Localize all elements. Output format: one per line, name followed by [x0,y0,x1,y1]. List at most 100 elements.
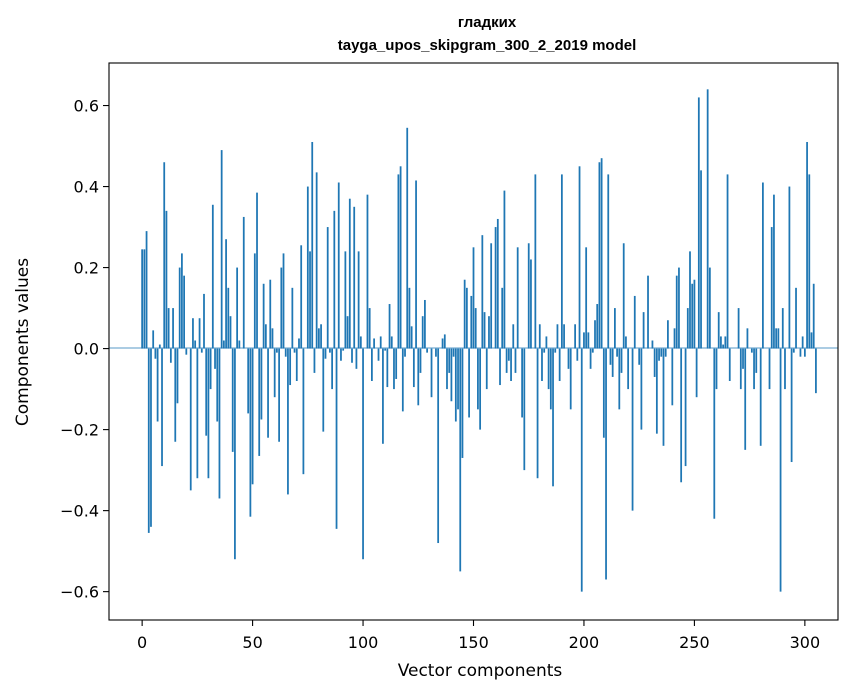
bar [616,348,618,357]
bar [693,279,696,349]
bar [510,348,512,381]
bar [183,275,185,349]
bar [450,348,453,402]
bar [812,283,815,349]
bar [406,127,409,349]
bar [700,170,702,349]
x-tick-label: 250 [679,633,710,652]
bar [249,348,252,517]
bar [143,249,146,349]
bar [267,348,269,438]
bar [293,348,296,353]
bar [720,336,722,349]
bar [534,174,537,349]
bar [192,318,194,349]
bar [777,328,780,349]
bar [176,348,179,404]
bar [485,348,488,390]
bar [236,267,239,349]
bar [762,182,764,349]
bar [421,316,424,349]
bar [620,348,623,373]
bar [545,336,548,349]
bar [331,348,333,390]
bar [576,348,579,361]
bar [589,348,592,369]
bar [351,348,353,363]
bar [284,348,287,357]
bar [684,348,687,467]
bar [457,348,459,410]
bar [536,348,539,479]
bar [156,348,159,422]
bar [329,348,331,353]
bar [278,348,280,442]
bar [806,141,808,349]
x-tick-label: 150 [458,633,489,652]
bar [189,348,192,491]
bar [386,348,389,388]
bar [697,97,700,349]
x-tick-label: 200 [569,633,600,652]
bar [214,348,216,369]
bar [322,348,325,432]
chart-title: гладких [458,14,517,31]
bar [556,324,559,349]
bar [181,253,183,349]
bar [295,348,298,381]
bar [596,304,599,349]
bar [750,348,753,353]
bar [280,267,283,349]
bar [203,293,205,349]
bar [452,348,455,357]
bar [309,251,311,349]
bar [680,348,683,483]
bar [320,324,322,349]
bar [614,308,616,349]
bar [474,308,477,349]
bar [348,198,351,349]
bar [424,299,426,349]
bar [324,348,327,359]
bar [459,348,462,572]
bar [395,348,398,379]
bar [706,89,709,349]
bar [638,348,641,365]
bar [689,251,691,349]
bar [505,348,508,373]
bar [578,166,581,349]
bar [300,245,303,349]
bar [779,348,782,592]
bar [742,348,744,369]
bar [722,344,725,349]
bar [258,348,261,456]
bar [609,348,612,365]
bar [340,348,342,361]
bar [306,186,309,349]
bar [483,312,486,349]
bars-group [141,89,817,592]
bar [169,348,172,363]
bar [298,338,300,349]
bar [799,348,802,357]
bar [605,348,607,580]
bar [154,348,157,359]
bar [315,172,318,349]
bar [461,348,464,458]
x-tick-label: 50 [242,633,262,652]
bar [549,348,552,410]
bar [172,308,174,349]
bar [622,243,625,349]
bar [468,348,470,418]
bar [415,180,417,349]
bar [808,174,811,349]
bar [198,318,201,349]
bar [311,141,314,349]
bar [753,348,755,390]
bar [359,336,362,349]
bar [746,328,749,349]
bar [371,348,373,381]
bar [651,340,654,349]
bar [563,324,565,349]
